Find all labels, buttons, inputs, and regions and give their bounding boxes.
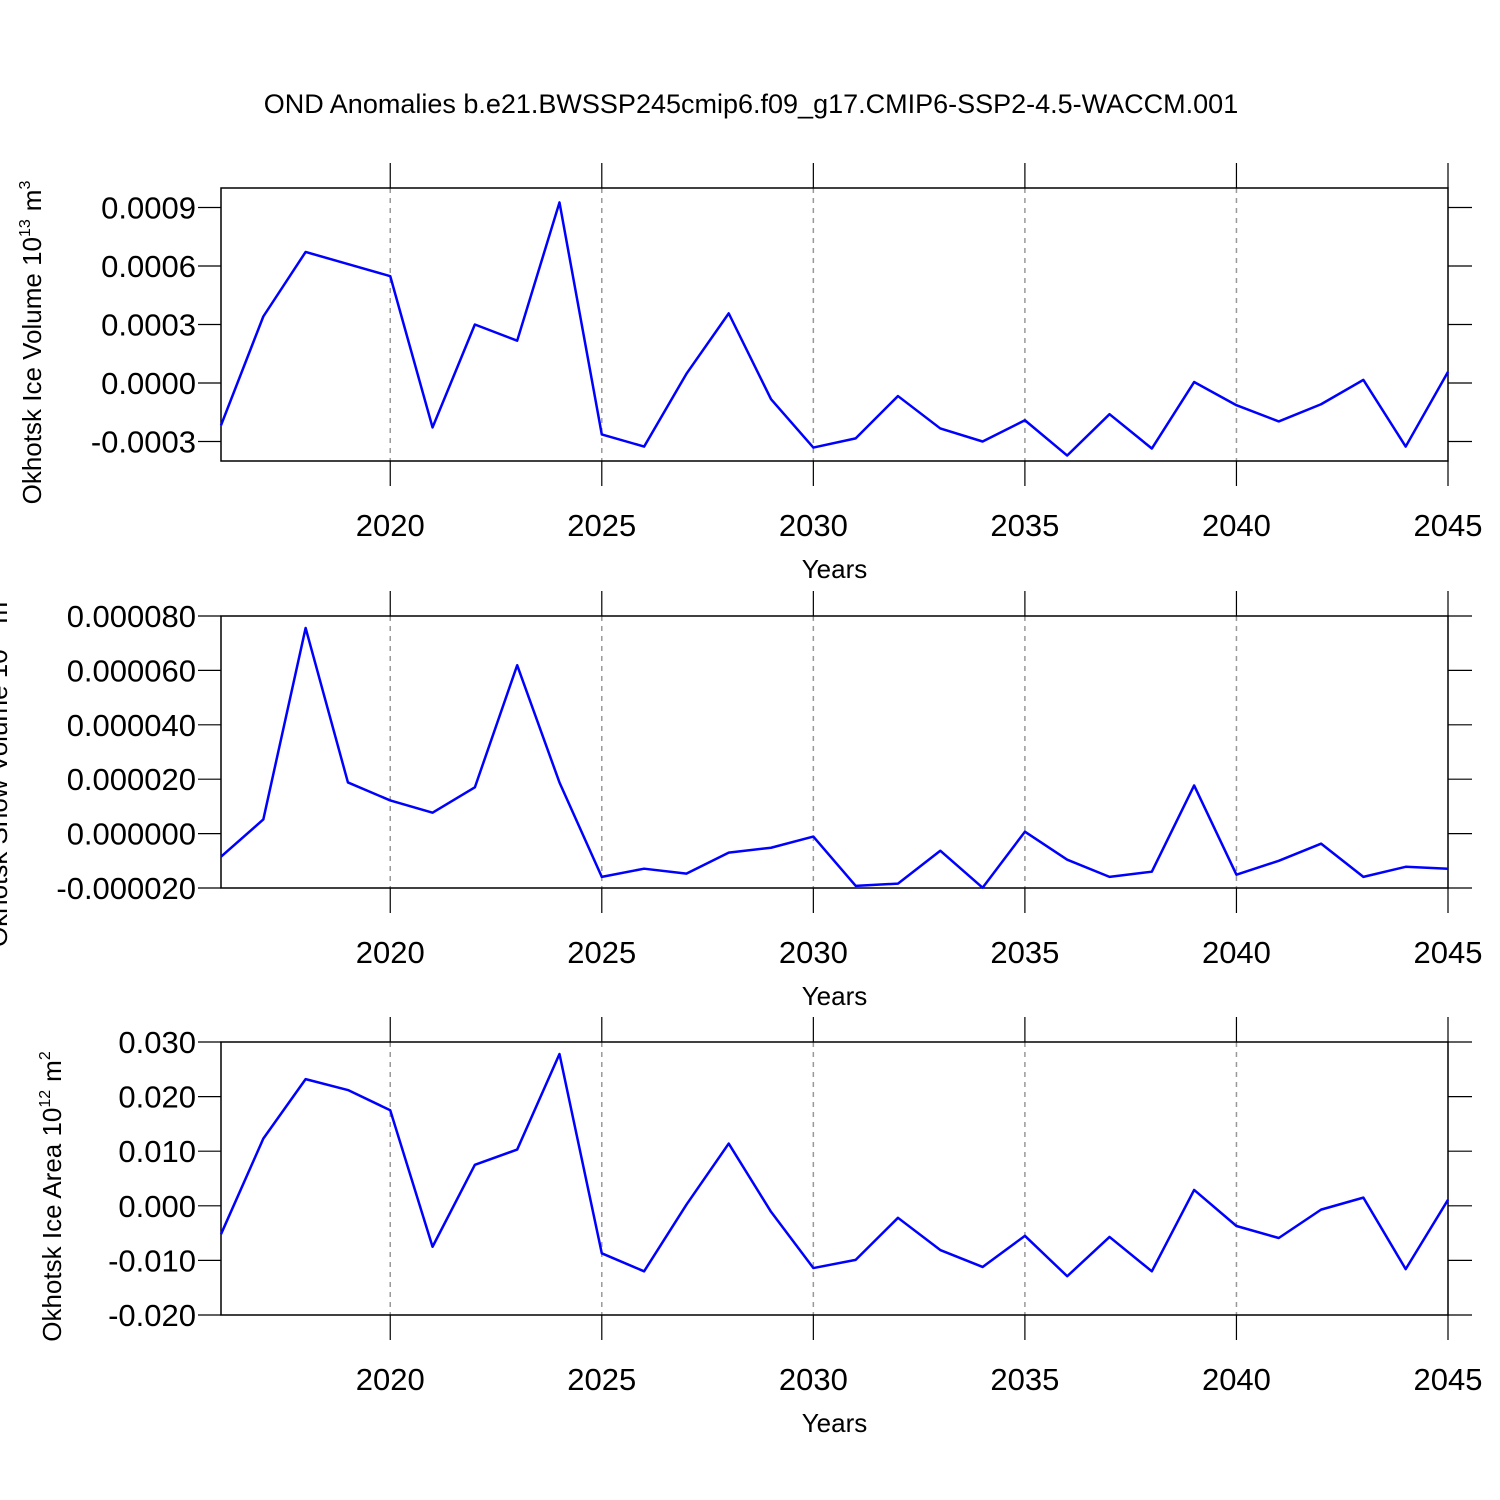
data-line <box>219 201 1450 457</box>
y-axis-label-text: Okhotsk Snow Volume 10 <box>0 649 13 947</box>
x-tick-label: 2025 <box>567 1362 636 1397</box>
x-tick-label: 2020 <box>356 935 425 970</box>
y-tick-label: 0.0000 <box>101 366 196 401</box>
x-tick-label: 2030 <box>779 1362 848 1397</box>
x-tick-label: 2040 <box>1202 508 1271 543</box>
x-tick-label: 2045 <box>1414 935 1483 970</box>
x-tick-label: 2025 <box>567 935 636 970</box>
y-tick-label: 0.0006 <box>101 249 196 284</box>
y-tick-label: 0.000060 <box>67 653 196 688</box>
y-tick-label: 0.000000 <box>67 817 196 852</box>
y-tick-label: -0.020 <box>108 1298 196 1333</box>
x-tick-label: 2035 <box>990 508 1059 543</box>
y-tick-label: 0.000020 <box>67 762 196 797</box>
y-tick-label: 0.0009 <box>101 191 196 226</box>
x-axis-label: Years <box>802 1408 868 1438</box>
y-axis-label-unit: m <box>0 602 13 624</box>
y-tick-label: 0.000 <box>118 1189 196 1224</box>
y-axis-label: Okhotsk Snow Volume 1013m3 <box>0 593 13 947</box>
plot-frame <box>220 187 1449 462</box>
x-tick-label: 2035 <box>990 1362 1059 1397</box>
x-tick-label: 2045 <box>1414 1362 1483 1397</box>
y-axis-label-unit: m <box>17 190 47 212</box>
y-axis-label-unit: m <box>37 1060 67 1082</box>
x-tick-label: 2020 <box>356 1362 425 1397</box>
y-tick-label: 0.000040 <box>67 708 196 743</box>
y-axis-label: Okhotsk Ice Area 1012 m2 <box>37 1051 67 1342</box>
plot-frame <box>220 1041 1449 1316</box>
x-tick-label: 2020 <box>356 508 425 543</box>
data-line <box>219 1052 1450 1278</box>
x-tick-label: 2030 <box>779 508 848 543</box>
y-tick-label: -0.010 <box>108 1243 196 1278</box>
y-axis-label: Okhotsk Ice Volume 1013 m3 <box>17 181 47 505</box>
x-tick-label: 2040 <box>1202 935 1271 970</box>
x-axis-label: Years <box>802 554 868 584</box>
y-axis-label-text: Okhotsk Ice Area 10 <box>37 1108 67 1342</box>
y-axis-label-text: Okhotsk Ice Volume 10 <box>17 237 47 504</box>
y-tick-label: 0.010 <box>118 1134 196 1169</box>
x-tick-label: 2045 <box>1414 508 1483 543</box>
x-tick-label: 2030 <box>779 935 848 970</box>
x-axis-label: Years <box>802 981 868 1011</box>
y-tick-label: 0.020 <box>118 1080 196 1115</box>
y-axis-label-exponent: 13 <box>17 219 34 237</box>
y-tick-label: 0.000080 <box>67 599 196 634</box>
figure-title: OND Anomalies b.e21.BWSSP245cmip6.f09_g1… <box>264 89 1238 119</box>
x-tick-label: 2025 <box>567 508 636 543</box>
y-tick-label: 0.0003 <box>101 308 196 343</box>
y-tick-label: -0.000020 <box>56 871 196 906</box>
y-axis-label-exponent: 12 <box>37 1090 54 1108</box>
plot-frame <box>220 615 1449 889</box>
x-tick-label: 2040 <box>1202 1362 1271 1397</box>
x-tick-label: 2035 <box>990 935 1059 970</box>
data-line <box>220 626 1449 889</box>
y-tick-label: -0.0003 <box>91 425 196 460</box>
y-tick-label: 0.030 <box>118 1025 196 1060</box>
y-axis-label-unit-exponent: 2 <box>37 1051 54 1060</box>
y-axis-label-unit-exponent: 3 <box>17 181 34 190</box>
